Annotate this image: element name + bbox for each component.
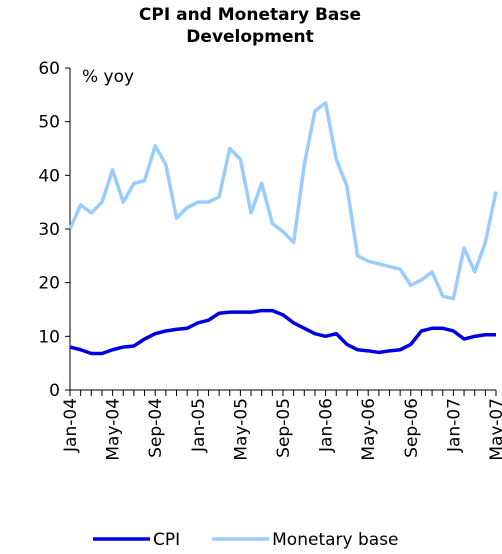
x-tick-label: Sep-04 [146, 398, 166, 458]
y-tick-label: 0 [49, 381, 60, 401]
y-tick-label: 20 [38, 274, 60, 294]
y-tick-label: 50 [38, 113, 60, 133]
series-line [68, 101, 498, 301]
x-tick-label: May-05 [231, 398, 251, 461]
x-tick-label: Sep-06 [402, 398, 422, 458]
x-tick-label: Jan-07 [444, 398, 464, 453]
x-tick-label: May-07 [487, 398, 502, 461]
y-tick-label: 60 [38, 59, 60, 79]
chart-title: CPI and Monetary Base Development [139, 5, 361, 47]
legend-label: Monetary base [272, 530, 398, 550]
y-tick-label: 10 [38, 327, 60, 347]
x-tick-label: Jan-04 [61, 398, 81, 453]
x-tick-label: Sep-05 [274, 398, 294, 458]
x-tick-label: May-06 [359, 398, 379, 461]
legend-label: CPI [153, 530, 180, 550]
x-tick-label: May-04 [104, 398, 124, 461]
x-tick-label: Jan-06 [317, 398, 337, 453]
x-tick-label: Jan-05 [189, 398, 209, 453]
y-tick-label: 30 [38, 220, 60, 240]
series-line [69, 308, 496, 356]
y-tick-label: 40 [38, 166, 60, 186]
annotation: % yoy [82, 67, 134, 87]
